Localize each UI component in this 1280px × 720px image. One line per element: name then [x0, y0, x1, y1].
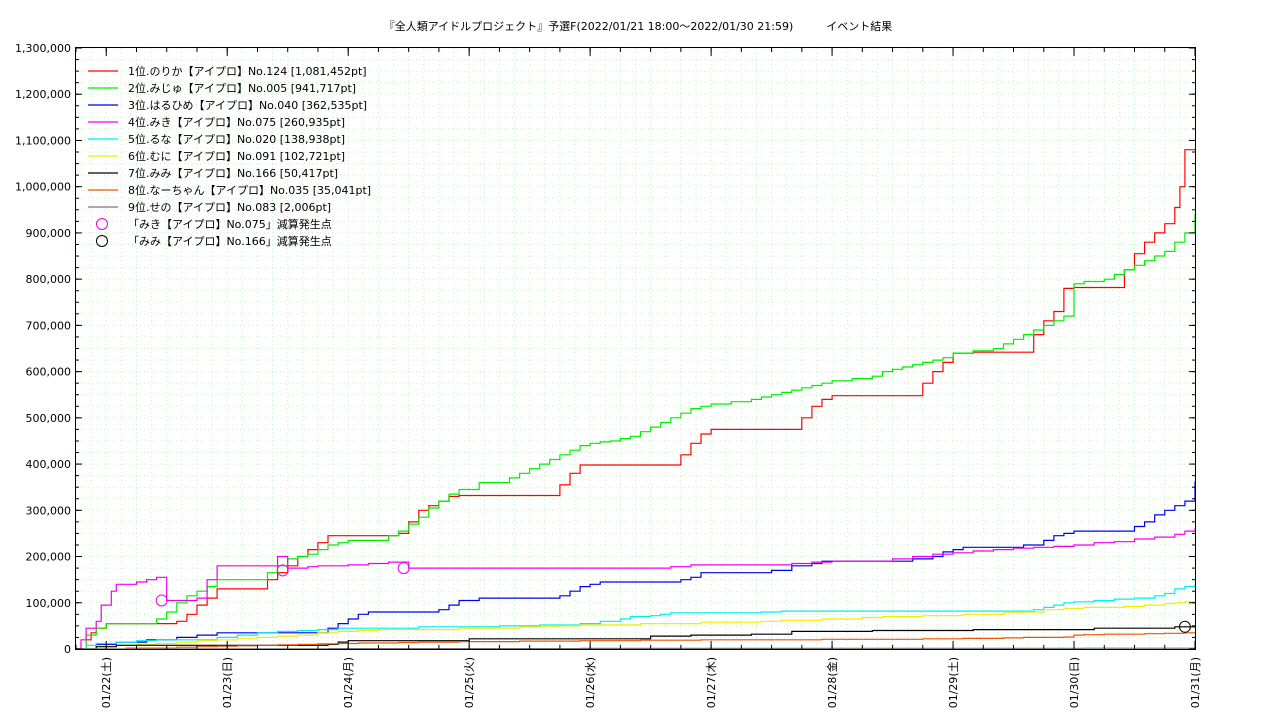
x-tick-label: 01/31(月)	[1189, 657, 1202, 708]
x-tick-label: 01/23(日)	[221, 657, 234, 708]
x-tick-label: 01/30(日)	[1068, 657, 1081, 708]
y-tick-label: 400,000	[26, 458, 72, 471]
y-tick-label: 200,000	[26, 551, 72, 564]
legend-label: 4位.みき【アイプロ】No.075 [260,935pt]	[128, 115, 345, 129]
legend: 1位.のりか【アイプロ】No.124 [1,081,452pt] 2位.みじゅ【ア…	[88, 64, 371, 248]
legend-marker-label: 「みき【アイプロ】No.075」減算発生点	[128, 217, 332, 231]
y-tick-label: 1,100,000	[15, 134, 71, 147]
y-tick-label: 0	[64, 643, 71, 656]
marker-point-1	[276, 564, 289, 577]
marker-point-1	[397, 562, 410, 575]
series-line-2	[76, 213, 1196, 650]
x-tick-label: 01/27(木)	[705, 657, 718, 708]
y-tick-label: 600,000	[26, 366, 72, 379]
marker-point-2	[1178, 620, 1191, 633]
series-lines	[76, 149, 1196, 650]
legend-label: 2位.みじゅ【アイプロ】No.005 [941,717pt]	[128, 81, 356, 95]
y-tick-label: 700,000	[26, 319, 72, 332]
legend-label: 8位.なーちゃん【アイプロ】No.035 [35,041pt]	[128, 183, 371, 197]
x-tick-label: 01/29(土)	[947, 657, 960, 708]
legend-marker-label: 「みみ【アイプロ】No.166」減算発生点	[128, 234, 332, 248]
series-line-6	[76, 601, 1196, 650]
legend-label: 9位.せの【アイプロ】No.083 [2,006pt]	[128, 200, 331, 214]
x-tick-label: 01/22(土)	[100, 657, 113, 708]
x-tick-label: 01/26(水)	[584, 657, 597, 708]
axes: 0 100,000 200,000 300,000 400,000 500,000 600,…	[15, 42, 1202, 708]
legend-marker-swatch	[96, 235, 108, 247]
legend-label: 1位.のりか【アイプロ】No.124 [1,081,452pt]	[128, 64, 367, 78]
legend-label: 7位.みみ【アイプロ】No.166 [50,417pt]	[128, 166, 338, 180]
series-line-8	[76, 632, 1195, 650]
x-tick-label: 01/28(金)	[825, 657, 839, 708]
y-tick-label: 300,000	[26, 504, 72, 517]
marker-point-1	[155, 594, 168, 607]
plot-frame	[75, 47, 1196, 650]
series-line-3	[76, 481, 1196, 650]
x-tick-label: 01/25(火)	[463, 657, 476, 708]
chart-title: 『全人類アイドルプロジェクト』予選F(2022/01/21 18:00～2022…	[384, 19, 893, 33]
series-line-9	[76, 647, 1196, 650]
legend-label: 5位.るな【アイプロ】No.020 [138,938pt]	[128, 132, 345, 146]
y-tick-label: 1,300,000	[15, 42, 71, 55]
legend-marker-swatch	[96, 218, 108, 230]
series-line-4	[76, 528, 1196, 650]
series-line-1	[76, 149, 1196, 650]
y-tick-label: 1,000,000	[15, 181, 71, 194]
y-tick-label: 1,200,000	[15, 88, 71, 101]
legend-label: 6位.むに【アイプロ】No.091 [102,721pt]	[128, 149, 345, 163]
series-line-5	[76, 584, 1196, 650]
y-tick-label: 500,000	[26, 412, 72, 425]
marker-points	[155, 562, 1191, 633]
y-tick-label: 100,000	[26, 597, 72, 610]
legend-label: 3位.はるひめ【アイプロ】No.040 [362,535pt]	[128, 98, 367, 112]
x-tick-label: 01/24(月)	[342, 657, 355, 708]
y-tick-label: 900,000	[26, 227, 72, 240]
y-tick-label: 800,000	[26, 273, 72, 286]
